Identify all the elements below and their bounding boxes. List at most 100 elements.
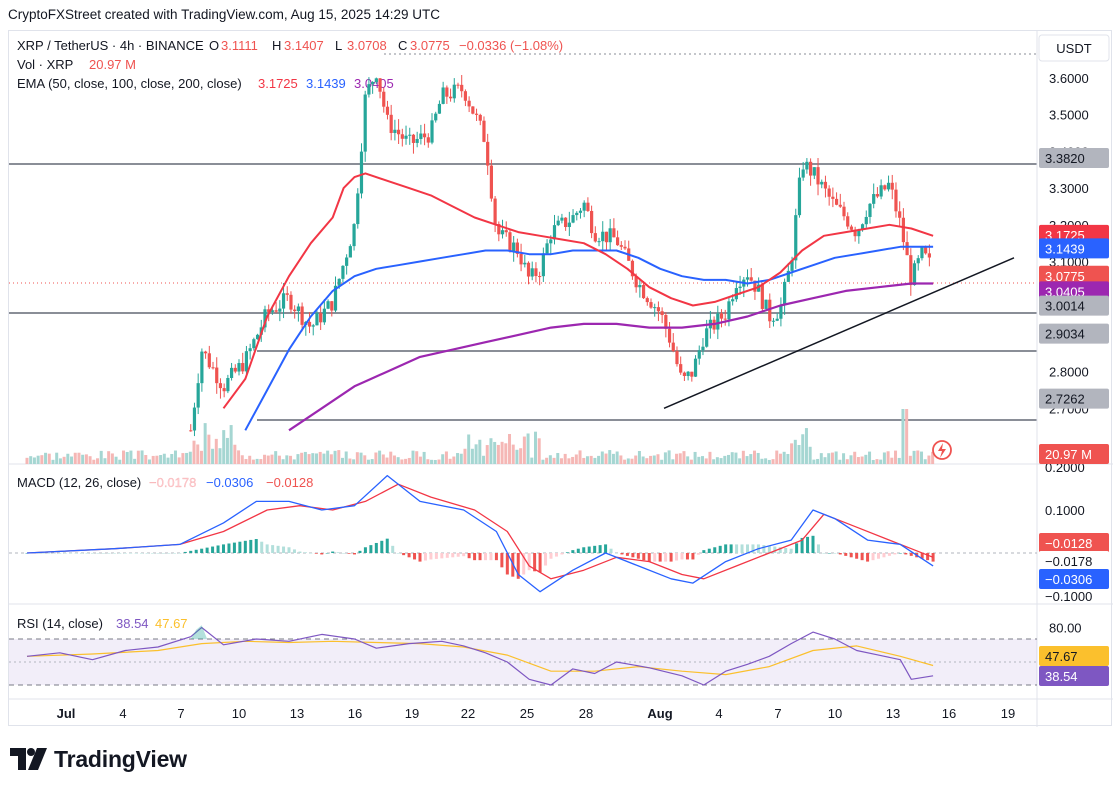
- macd-histogram-bar: [609, 548, 613, 553]
- volume-bar: [196, 444, 200, 464]
- candle-body: [352, 224, 356, 247]
- macd-histogram-bar: [926, 553, 930, 561]
- price-tick: 3.5000: [1049, 108, 1089, 123]
- volume-bar: [411, 450, 415, 464]
- macd-histogram-bar: [855, 553, 859, 559]
- volume-bar: [920, 451, 924, 464]
- volume-bar: [418, 456, 422, 464]
- tradingview-logo-icon: [10, 748, 47, 770]
- lightning-icon[interactable]: [932, 440, 952, 460]
- macd-histogram-bar: [413, 553, 417, 560]
- legend-l: 3.0708: [347, 38, 387, 53]
- macd-histogram-bar: [746, 544, 749, 553]
- badge-macd-signal: −0.0128: [1045, 536, 1092, 551]
- volume-bar: [689, 459, 693, 464]
- volume-bar: [192, 440, 196, 464]
- ascending-trendline[interactable]: [663, 257, 1015, 409]
- candle-body: [834, 198, 839, 205]
- macd-histogram-bar: [494, 553, 498, 561]
- candle-body: [500, 230, 505, 235]
- volume-bar: [40, 455, 44, 464]
- candle-body: [682, 372, 687, 377]
- volume-bar: [656, 454, 660, 464]
- candle-body: [920, 246, 924, 259]
- macd-histogram-bar: [773, 546, 777, 553]
- macd-histogram-bar: [167, 553, 171, 554]
- candle-body: [690, 371, 694, 377]
- macd-histogram-bar: [129, 553, 133, 554]
- macd-histogram-bar: [91, 553, 94, 554]
- macd-histogram-bar: [527, 553, 531, 571]
- volume-bar: [470, 448, 474, 464]
- candle-body: [842, 206, 846, 217]
- ema200-line: [288, 282, 934, 432]
- attribution-text: CryptoFXStreet created with TradingView.…: [8, 7, 440, 22]
- volume-bar: [415, 451, 419, 464]
- volume-bar: [496, 444, 500, 464]
- volume-bar: [285, 455, 289, 464]
- candle-body: [267, 309, 271, 312]
- time-tick: 4: [119, 706, 126, 721]
- macd-histogram-bar: [849, 553, 853, 558]
- candle-body: [400, 134, 404, 139]
- volume-bar: [727, 454, 731, 464]
- macd-histogram-bar: [25, 553, 29, 554]
- rsi-ma-line: [26, 640, 934, 676]
- volume-bar: [600, 451, 604, 464]
- volume-bar: [456, 453, 460, 464]
- ema-lines: [222, 172, 934, 432]
- macd-histogram-bar: [554, 553, 558, 557]
- candle-body: [927, 253, 931, 258]
- badge-close: 3.0775: [1045, 269, 1085, 284]
- currency-box[interactable]: USDT: [1038, 34, 1110, 62]
- candle-body: [218, 383, 223, 389]
- volume-bar: [248, 455, 252, 464]
- macd-histogram-bar: [866, 553, 870, 562]
- volume-bars: [25, 409, 935, 464]
- chart-svg[interactable]: XRP / TetherUS · 4h · BINANCE O 3.1111 H…: [9, 31, 1113, 727]
- volume-bar: [868, 451, 872, 464]
- volume-bar: [786, 453, 790, 464]
- candle-body: [300, 306, 304, 325]
- macd-histogram-bar: [565, 552, 569, 553]
- macd-histogram-bar: [576, 548, 580, 553]
- candle-body: [478, 114, 482, 121]
- candle-body: [541, 253, 545, 277]
- candle-body: [864, 216, 868, 225]
- volume-bar: [905, 409, 909, 464]
- volume-bar: [73, 452, 77, 464]
- macd-histogram-bar: [298, 551, 302, 553]
- tradingview-logo[interactable]: TradingView: [10, 744, 187, 774]
- volume-bar: [459, 453, 463, 464]
- volume-bar: [151, 455, 155, 464]
- volume-bar: [782, 451, 786, 464]
- macd-histogram-bar: [729, 544, 733, 553]
- volume-bar: [530, 457, 534, 464]
- volume-bar: [166, 457, 170, 464]
- macd-signal-line: [26, 483, 934, 580]
- axis-badges: 3.38203.17253.14393.077501:30:353.04053.…: [1039, 148, 1109, 686]
- volume-bar: [908, 455, 912, 464]
- volume-bar: [649, 455, 653, 464]
- volume-bar: [608, 450, 612, 464]
- macd-histogram-bar: [63, 553, 67, 554]
- volume-bar: [637, 451, 641, 464]
- candle-body: [486, 141, 490, 166]
- volume-bar: [912, 450, 916, 464]
- macd-histogram-bar: [680, 553, 684, 560]
- macd-histogram-bar: [658, 553, 662, 562]
- volume-bar: [734, 452, 738, 464]
- volume-bar: [645, 458, 649, 464]
- volume-bar: [678, 453, 682, 464]
- candle-body: [274, 310, 278, 312]
- volume-bar: [385, 457, 389, 464]
- chart-frame[interactable]: XRP / TetherUS · 4h · BINANCE O 3.1111 H…: [8, 30, 1113, 727]
- macd-histogram-bar: [642, 553, 646, 561]
- candle-body: [753, 280, 757, 292]
- candle-body: [738, 286, 742, 289]
- volume-bar: [147, 459, 151, 464]
- candle-body: [229, 367, 234, 378]
- volume-bar: [307, 454, 311, 464]
- candle-body: [916, 258, 920, 264]
- badge-rsi: 38.54: [1045, 669, 1078, 684]
